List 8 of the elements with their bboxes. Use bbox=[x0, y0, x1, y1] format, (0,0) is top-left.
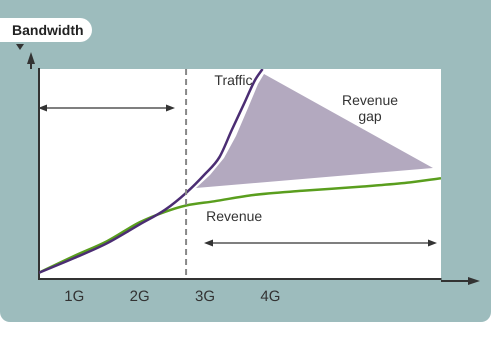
x-tick-label: 1G bbox=[64, 288, 84, 306]
series-label: Revenue bbox=[206, 208, 262, 224]
x-tick-label: 2G bbox=[130, 288, 150, 306]
annotation: Revenue gap bbox=[340, 92, 400, 124]
x-tick-label: 4G bbox=[260, 288, 280, 306]
y-axis-title: Bandwidth bbox=[0, 18, 92, 42]
x-tick-label: 3G bbox=[195, 288, 216, 306]
series-label: Traffic bbox=[214, 72, 253, 88]
